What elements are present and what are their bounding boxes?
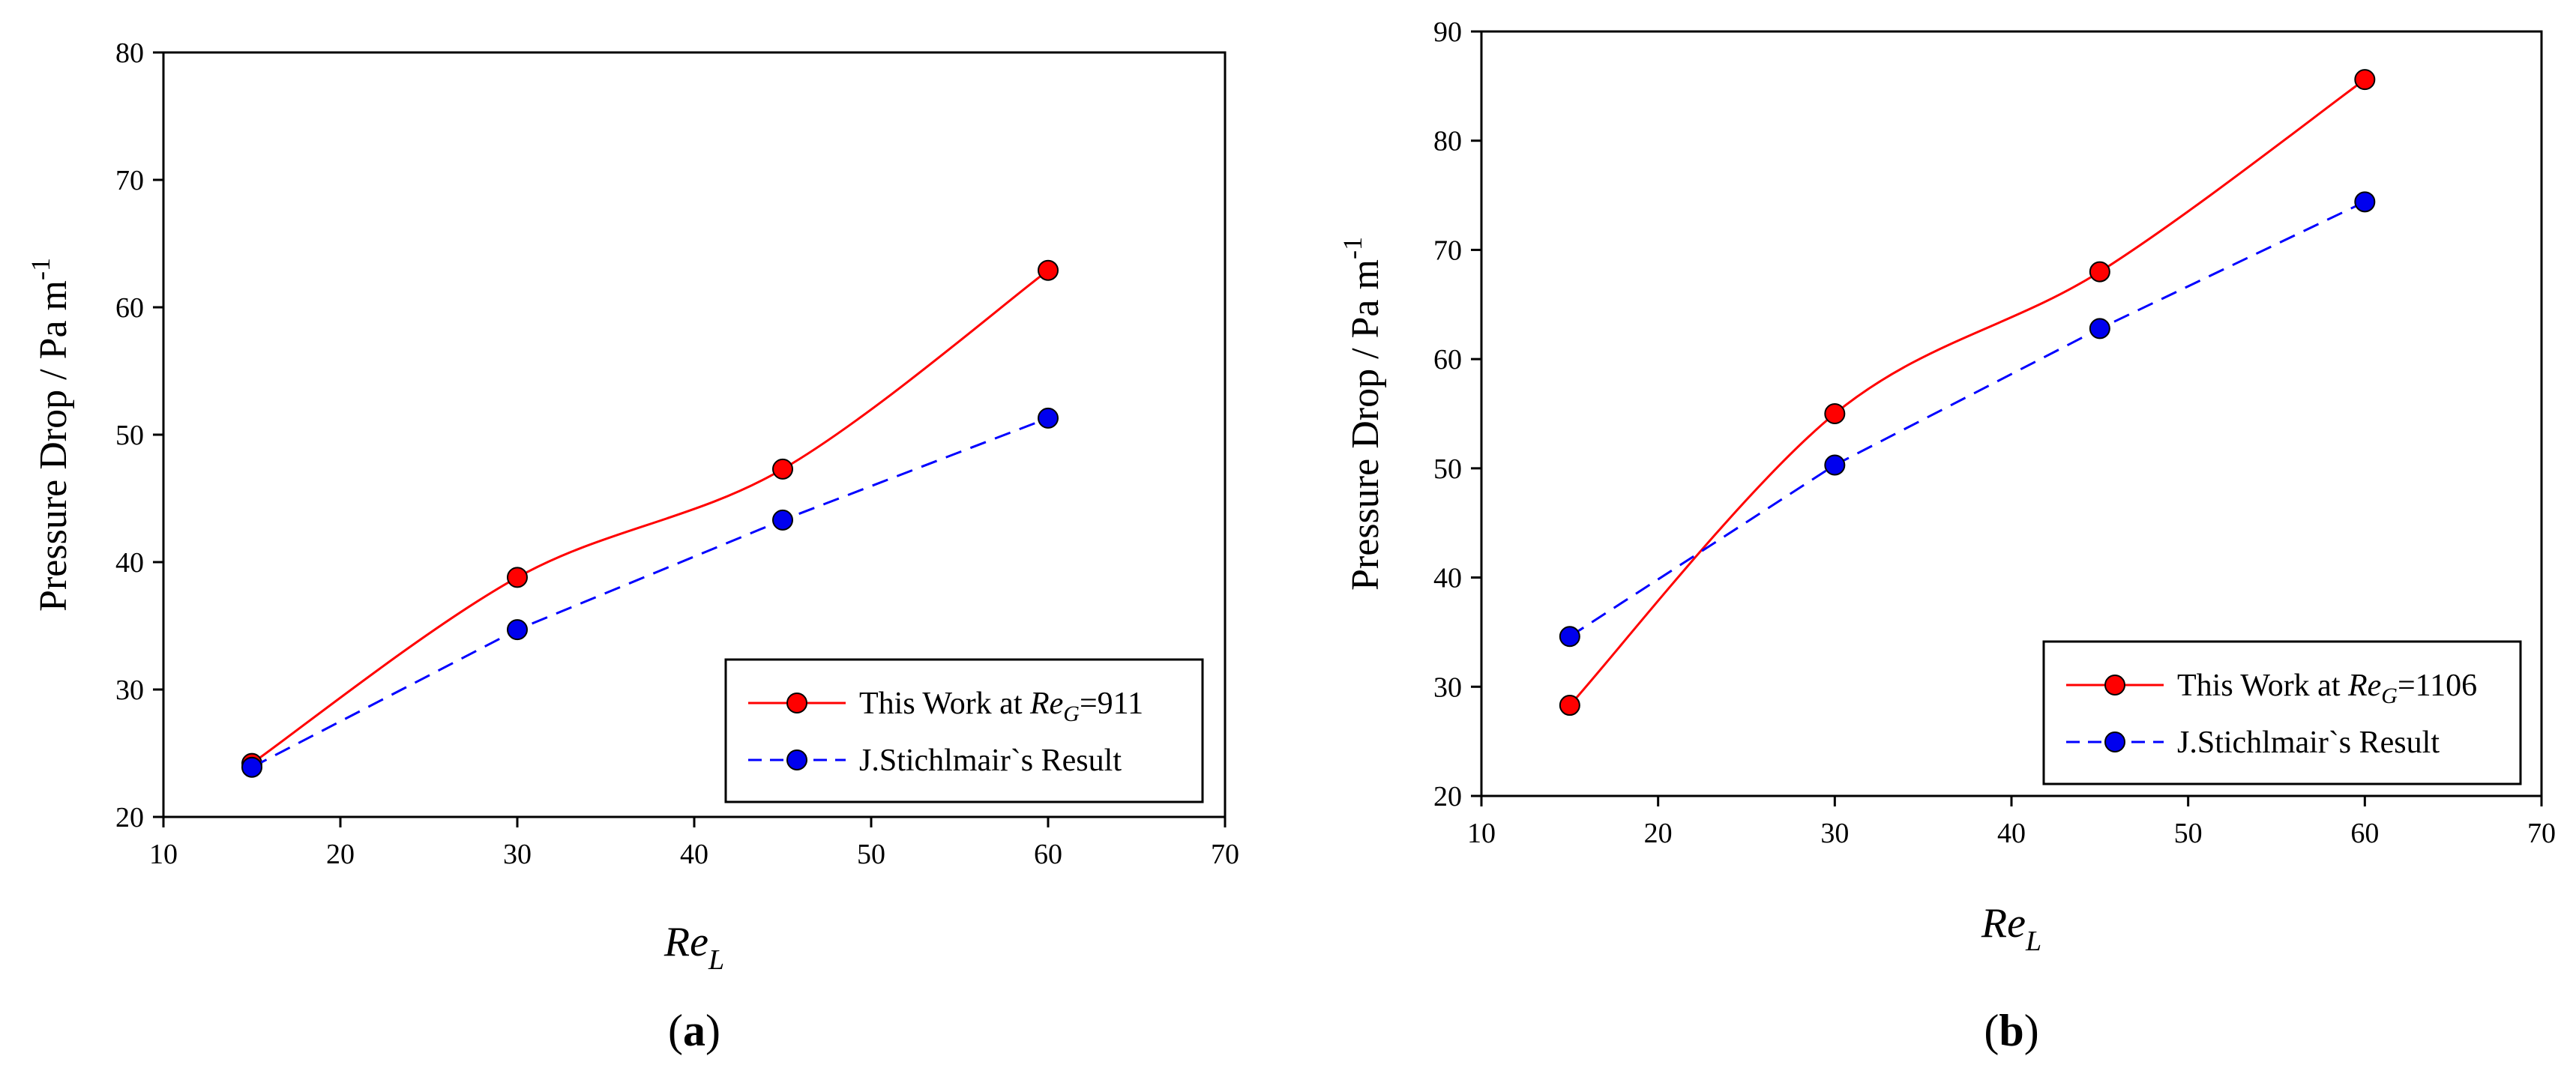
- legend-label-suffix: =911: [1080, 687, 1143, 721]
- legend-label-1: J.Stichlmair`s Result: [2177, 725, 2440, 760]
- y-axis-label-superscript: -1: [25, 258, 55, 280]
- y-axis-label-main: Pressure Drop / Pa m: [1344, 259, 1387, 591]
- x-tick-label: 30: [1820, 818, 1849, 849]
- series-0-point-2: [772, 458, 793, 480]
- legend-label-1: J.Stichlmair`s Result: [859, 743, 1122, 778]
- x-tick-label: 20: [1644, 818, 1673, 849]
- x-tick-label: 60: [2350, 818, 2379, 849]
- series-0-point-3: [2354, 69, 2376, 91]
- y-tick-label: 80: [1433, 126, 1462, 157]
- x-tick-label: 70: [2527, 818, 2556, 849]
- y-tick-label: 60: [1433, 344, 1462, 375]
- legend-label-text: This Work at: [2177, 669, 2348, 703]
- x-axis-label-main: Re: [663, 919, 708, 965]
- series-1-point-0: [1559, 626, 1580, 648]
- x-tick-label: 40: [680, 839, 708, 870]
- y-tick-label: 90: [1433, 16, 1462, 48]
- legend-label-text: J.Stichlmair`s Result: [859, 743, 1122, 778]
- x-tick-label: 30: [503, 839, 532, 870]
- x-axis-label-main: Re: [1981, 900, 2026, 947]
- x-tick-label: 70: [1211, 839, 1239, 870]
- y-tick-label: 40: [1433, 563, 1462, 594]
- series-1-point-3: [1038, 407, 1059, 429]
- legend-label-0: This Work at ReG=911: [859, 687, 1143, 726]
- caption-close: ): [2024, 1006, 2039, 1055]
- series-1-point-1: [507, 619, 528, 641]
- y-axis-label: Pressure Drop / Pa m-1: [25, 258, 75, 612]
- series-0-point-2: [2089, 261, 2110, 283]
- legend-marker-0: [2104, 675, 2125, 696]
- series-1-point-3: [2354, 191, 2376, 213]
- y-axis-label-superscript: -1: [1337, 237, 1367, 259]
- y-tick-label: 70: [115, 165, 144, 196]
- y-axis-label: Pressure Drop / Pa m-1: [1337, 237, 1387, 591]
- x-tick-label: 20: [326, 839, 355, 870]
- y-tick-label: 70: [1433, 235, 1462, 266]
- series-line-0: [1568, 78, 2366, 707]
- y-tick-label: 20: [1433, 781, 1462, 812]
- legend-label-suffix: =1106: [2398, 669, 2477, 703]
- series-1-point-2: [772, 509, 793, 531]
- panel-caption: (a): [668, 1006, 720, 1055]
- legend-label-italic: Re: [2347, 669, 2381, 703]
- legend-marker-0: [786, 693, 807, 714]
- y-tick-label: 60: [115, 292, 144, 324]
- legend-marker-1: [786, 749, 807, 770]
- x-axis-label: ReL: [1981, 900, 2041, 957]
- x-tick-label: 10: [149, 839, 178, 870]
- series-line-0: [251, 269, 1049, 764]
- caption-open: (: [668, 1006, 683, 1055]
- series-0-point-0: [1559, 695, 1580, 717]
- y-tick-label: 20: [115, 802, 144, 833]
- x-tick-label: 50: [2174, 818, 2203, 849]
- y-tick-label: 30: [1433, 672, 1462, 703]
- x-tick-label: 10: [1467, 818, 1496, 849]
- legend-box: [2042, 640, 2522, 785]
- x-tick-label: 40: [1997, 818, 2026, 849]
- caption-open: (: [1984, 1006, 1999, 1055]
- caption-close: ): [705, 1006, 720, 1055]
- x-axis-label: ReL: [663, 919, 724, 976]
- x-tick-label: 50: [857, 839, 885, 870]
- series-1-point-1: [1824, 454, 1846, 476]
- legend-label-subscript: G: [2381, 684, 2398, 708]
- x-axis-label-subscript: L: [708, 944, 724, 976]
- series-1-point-0: [241, 756, 262, 778]
- caption-letter: a: [683, 1006, 705, 1055]
- series-0-point-3: [1038, 259, 1059, 281]
- y-axis-label-main: Pressure Drop / Pa m: [32, 280, 75, 612]
- caption-letter: b: [1999, 1006, 2023, 1055]
- panel-caption: (b): [1984, 1006, 2038, 1055]
- legend-label-0: This Work at ReG=1106: [2177, 669, 2477, 708]
- y-tick-label: 40: [115, 547, 144, 579]
- y-tick-label: 50: [115, 420, 144, 451]
- legend-label-italic: Re: [1029, 687, 1063, 721]
- x-axis-label-subscript: L: [2025, 926, 2041, 957]
- y-tick-label: 50: [1433, 453, 1462, 485]
- legend-label-text: This Work at: [859, 687, 1030, 721]
- y-tick-label: 30: [115, 675, 144, 706]
- series-0-point-1: [1824, 403, 1846, 424]
- legend-label-text: J.Stichlmair`s Result: [2177, 725, 2440, 760]
- legend-marker-1: [2104, 731, 2125, 752]
- legend-label-subscript: G: [1063, 702, 1080, 726]
- series-1-point-2: [2089, 318, 2110, 340]
- x-tick-label: 60: [1034, 839, 1062, 870]
- y-tick-label: 80: [115, 37, 144, 69]
- series-0-point-1: [507, 567, 528, 588]
- legend-box: [724, 658, 1204, 803]
- series-line-1: [1569, 200, 2365, 638]
